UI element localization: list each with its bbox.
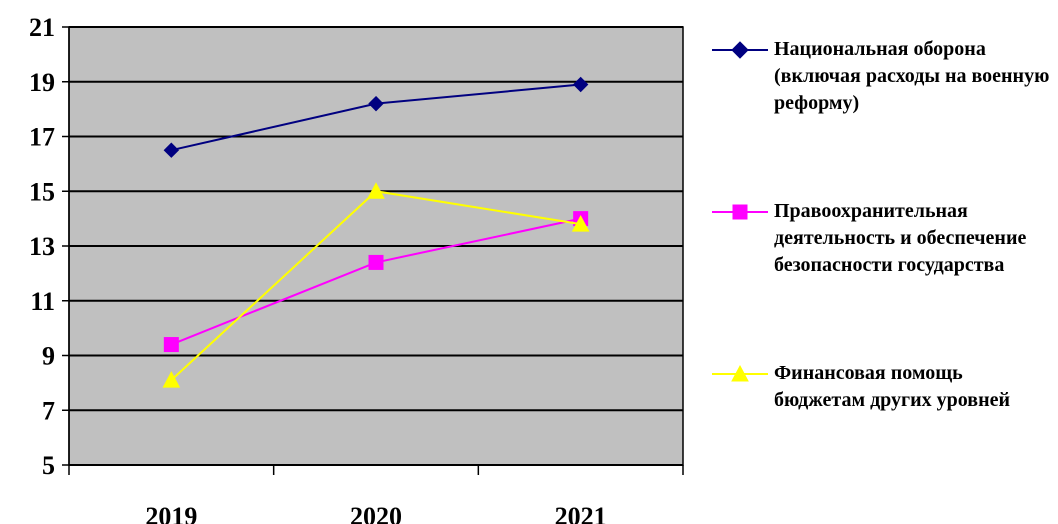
y-tick-label: 17 (29, 123, 55, 152)
series-1 (163, 76, 589, 158)
legend-label: Правоохранительная деятельность и обеспе… (774, 200, 1027, 276)
y-tick-label: 21 (29, 13, 55, 42)
data-point (163, 142, 180, 158)
legend-label: Национальная оборона (включая расходы на… (774, 38, 1050, 114)
y-tick-label: 7 (42, 396, 55, 425)
legend-marker-triangle (712, 364, 768, 382)
y-tick-label: 13 (29, 232, 55, 261)
data-point (368, 254, 384, 270)
legend-marker-square (712, 204, 768, 220)
data-point (163, 337, 179, 353)
series-3 (162, 182, 590, 388)
x-tick-labels: 2019 2020 2021 (145, 502, 606, 524)
y-tick-label: 5 (42, 451, 55, 480)
x-tick-label: 2020 (350, 502, 402, 524)
x-tick-label: 2019 (145, 502, 197, 524)
axes (62, 26, 684, 475)
data-point (368, 95, 384, 112)
y-tick-labels: 5 7 9 11 13 15 17 19 21 (29, 13, 55, 480)
data-point (367, 182, 385, 199)
legend-marker-diamond (712, 41, 768, 59)
y-tick-label: 19 (29, 68, 55, 97)
data-point (572, 76, 589, 93)
data-point (571, 215, 590, 232)
legend-label: Финансовая помощь бюджетам других уровне… (774, 362, 1010, 411)
series (162, 76, 590, 388)
data-point (162, 371, 181, 388)
y-tick-label: 11 (30, 287, 55, 316)
y-tick-label: 15 (29, 177, 55, 206)
x-tick-label: 2021 (555, 502, 607, 524)
y-tick-label: 9 (42, 342, 55, 371)
